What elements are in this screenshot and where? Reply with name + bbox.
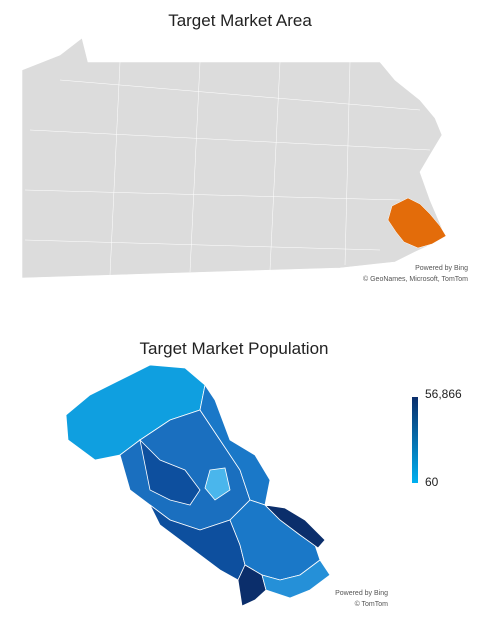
attribution: Powered by Bing <box>335 590 388 597</box>
region-map <box>65 364 331 607</box>
legend-max: 56,866 <box>425 387 462 401</box>
map-title: Target Market Population <box>140 339 329 358</box>
attribution: Powered by Bing <box>415 265 468 272</box>
attribution: © GeoNames, Microsoft, TomTom <box>363 275 468 283</box>
map-title: Target Market Area <box>168 11 312 30</box>
legend-min: 60 <box>425 475 439 489</box>
legend-scale <box>412 397 418 483</box>
state-map <box>21 37 447 279</box>
attribution: © TomTom <box>355 600 389 608</box>
